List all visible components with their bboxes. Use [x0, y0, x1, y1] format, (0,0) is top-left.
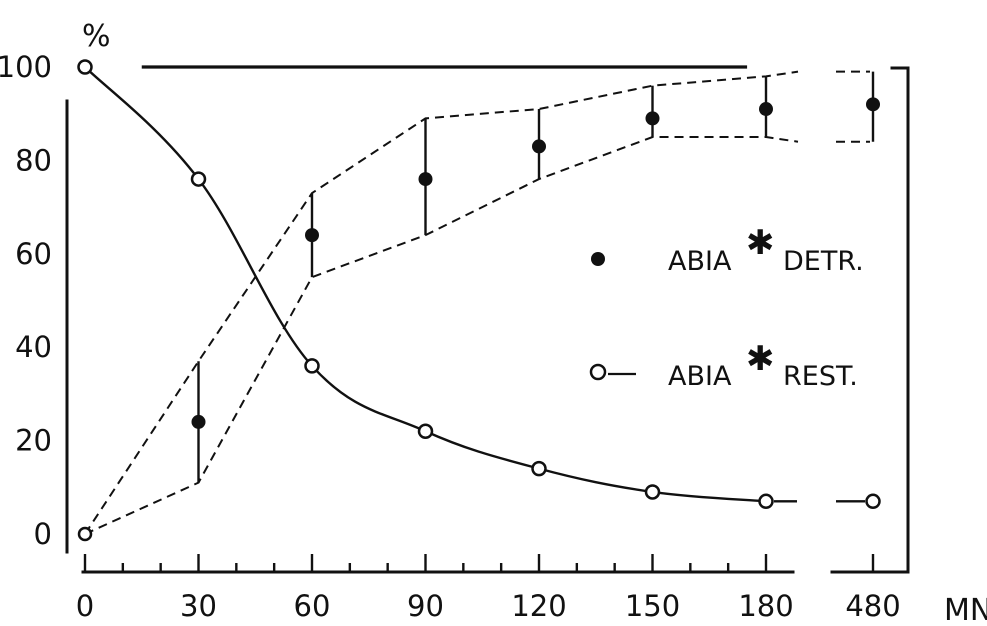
- x-unit-label: MN: [944, 593, 987, 626]
- detr-range-envelope: [84, 70, 875, 535]
- detr-point-90: [418, 172, 433, 187]
- legend-suffix-rest: REST.: [783, 361, 858, 392]
- legend-marker-filled-circle: [591, 252, 605, 266]
- legend-marker-open-circle: [589, 363, 607, 381]
- y-tick-label-0: 0: [34, 517, 52, 551]
- axis-ticks: [83, 554, 875, 572]
- rest-point-120: [531, 460, 547, 477]
- detr-upper-envelope: [84, 70, 799, 535]
- chart-frame: [65, 65, 910, 574]
- rest-point-0: [77, 59, 93, 75]
- rest-point-480: [865, 493, 881, 510]
- y-tick-label-80: 80: [15, 143, 52, 177]
- detr-point-30: [191, 414, 206, 429]
- rest-point-180: [758, 493, 774, 510]
- rest-point-150: [644, 484, 661, 500]
- legend-asterisk-detr: ✱: [746, 223, 775, 263]
- rest-point-30: [190, 171, 207, 187]
- x-tick-label-120: 120: [511, 589, 566, 623]
- legend-label-detr: ABIA: [668, 246, 732, 277]
- legend-item-rest: ABIA ✱ REST.: [589, 339, 858, 392]
- detr-point-480: [866, 97, 880, 112]
- x-tick-label-30: 30: [180, 589, 217, 623]
- tick-labels: 0 30 60 90 120 150 180 480 0 20 40 60 80 100: [0, 50, 901, 623]
- detr-point-150: [645, 111, 660, 126]
- series-markers: [77, 59, 881, 542]
- y-tick-label-20: 20: [15, 424, 52, 458]
- detr-point-180: [759, 102, 773, 117]
- x-tick-label-0: 0: [76, 589, 94, 623]
- rest-point-60: [304, 358, 320, 374]
- legend: ABIA ✱ DETR. ABIA ✱ REST.: [589, 223, 864, 392]
- x-tick-label-180: 180: [738, 589, 793, 623]
- x-tick-label-150: 150: [625, 589, 680, 623]
- y-tick-label-60: 60: [15, 237, 52, 271]
- detr-lower-envelope: [84, 136, 799, 535]
- origin-point: [77, 526, 93, 542]
- detr-point-60: [305, 228, 319, 243]
- legend-item-detr: ABIA ✱ DETR.: [591, 223, 864, 277]
- detr-point-120: [532, 139, 546, 154]
- x-tick-label-480: 480: [845, 589, 900, 623]
- y-tick-label-40: 40: [15, 330, 52, 364]
- x-tick-label-60: 60: [294, 589, 331, 623]
- legend-label-rest: ABIA: [668, 361, 732, 392]
- x-tick-label-90: 90: [407, 589, 444, 623]
- series-lines: [84, 66, 865, 503]
- y-unit-label: %: [82, 19, 111, 54]
- legend-asterisk-rest: ✱: [746, 339, 775, 379]
- y-tick-label-100: 100: [0, 50, 52, 84]
- legend-suffix-detr: DETR.: [783, 246, 864, 277]
- rest-point-90: [417, 423, 434, 440]
